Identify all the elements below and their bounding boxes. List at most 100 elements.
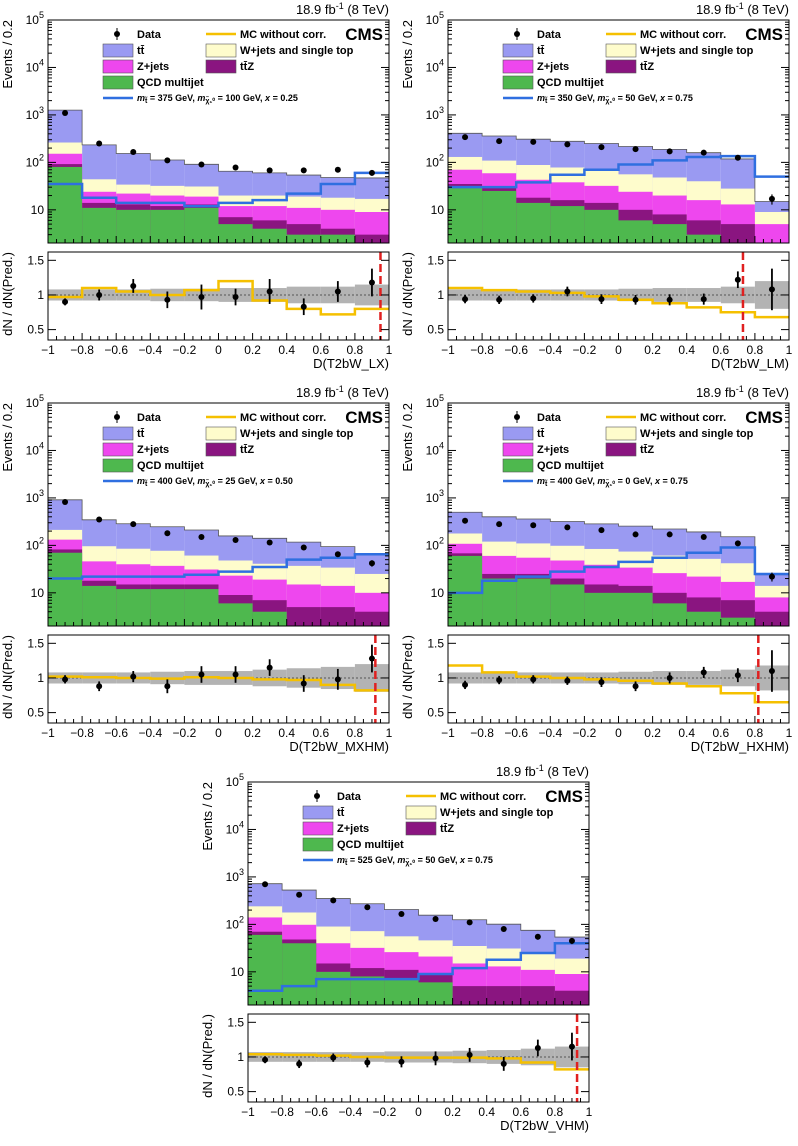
legend-ttz-swatch: [205, 59, 237, 74]
data-point: [330, 897, 337, 904]
y-tick-label: 103: [26, 105, 44, 122]
legend-qcd-swatch: [302, 837, 334, 852]
ratio-point: [62, 298, 69, 305]
data-point: [534, 933, 541, 940]
legend-wjets-swatch: [605, 426, 637, 441]
legend-ttz-label: tt̄Z: [240, 61, 254, 73]
ratio-point: [164, 683, 171, 690]
ratio-y-tick-label: 1: [37, 671, 44, 685]
legend-qcd-label: QCD multijet: [537, 77, 604, 89]
legend-qcd-label: QCD multijet: [137, 460, 204, 472]
x-tick-label: 0.2: [444, 1105, 461, 1119]
y-tick-label: 103: [226, 867, 244, 884]
data-point: [496, 521, 503, 528]
ratio-point: [262, 1056, 269, 1063]
ratio-point: [198, 294, 205, 301]
ratio-point: [368, 655, 375, 662]
legend-ttbar-label: tt̄: [137, 45, 145, 57]
y-tick-label: 10: [431, 586, 445, 600]
stack-bar-qcd: [516, 578, 551, 626]
stack-bar-qcd: [584, 592, 619, 626]
data-point: [96, 140, 103, 147]
x-tick-label: 1: [386, 343, 393, 357]
data-point: [96, 516, 103, 523]
x-axis-label: D(T2bW_MXHM): [289, 739, 389, 754]
nocorr-line: [48, 675, 389, 692]
legend-signal-label: mt̃ = 400 GeV, mχ̃₁⁰ = 25 GeV, x = 0.50: [137, 476, 293, 488]
total-outline: [447, 511, 789, 626]
stack-bar-ttz: [486, 986, 521, 1005]
ratio-y-axis-label: dN / dN(Pred.): [0, 252, 15, 336]
stack-bar-qcd: [652, 603, 687, 626]
data-point: [198, 534, 205, 541]
legend-qcd-label: QCD multijet: [337, 839, 404, 851]
x-tick-label: −0.4: [338, 1105, 362, 1119]
y-tick-label: 105: [426, 393, 444, 410]
ratio-point: [364, 1059, 371, 1066]
ratio-point: [496, 677, 503, 684]
y-tick-label: 103: [26, 488, 44, 505]
y-tick-label: 102: [26, 535, 44, 552]
total-outline: [247, 883, 589, 1005]
x-tick-label: 0.8: [747, 726, 764, 740]
y-tick-label: 102: [26, 152, 44, 169]
data-point: [530, 138, 537, 145]
ratio-y-tick-label: 1: [37, 288, 44, 302]
data-point: [632, 146, 639, 153]
ratio-y-tick-label: 0.5: [427, 323, 444, 337]
legend-zjets-label: Z+jets: [337, 823, 369, 835]
legend-wjets-label: W+jets and single top: [640, 45, 754, 57]
cms-label: CMS: [345, 25, 383, 44]
data-point: [666, 531, 673, 538]
legend-nocorr-label: MC without corr.: [240, 412, 326, 424]
stack-bar-qcd: [320, 234, 355, 243]
x-tick-label: 0.2: [244, 343, 261, 357]
legend-ttz-swatch: [605, 59, 637, 74]
ratio-point: [62, 676, 69, 683]
ratio-point: [334, 288, 341, 295]
ratio-y-tick-label: 0.5: [227, 1085, 244, 1099]
legend-qcd-label: QCD multijet: [137, 77, 204, 89]
data-point: [632, 531, 639, 538]
stack-bar-qcd: [516, 202, 551, 243]
legend-wjets-label: W+jets and single top: [440, 807, 554, 819]
x-tick-label: 1: [786, 726, 793, 740]
legend-signal-label: mt̃ = 375 GeV, mχ̃₁⁰ = 100 GeV, x = 0.25: [137, 93, 298, 105]
ratio-point: [130, 673, 137, 680]
x-tick-label: 0: [415, 1105, 422, 1119]
ratio-point: [666, 674, 673, 681]
stack-bar-ttz: [452, 986, 487, 1005]
uncertainty-band: [482, 289, 517, 301]
total-outline: [47, 109, 389, 243]
legend-data-label: Data: [537, 412, 562, 424]
legend-signal-label: mt̃ = 350 GeV, mχ̃₁⁰ = 50 GeV, x = 0.75: [537, 93, 693, 105]
ratio-point: [266, 288, 273, 295]
ratio-point: [700, 296, 707, 303]
x-tick-label: 0.6: [712, 726, 729, 740]
x-tick-label: −0.4: [138, 726, 162, 740]
data-point: [734, 154, 741, 161]
data-point: [598, 527, 605, 534]
ratio-y-tick-label: 1.5: [427, 636, 444, 650]
x-tick-label: 1: [786, 343, 793, 357]
data-point: [768, 573, 775, 580]
legend-ttz-label: tt̄Z: [640, 444, 654, 456]
stack-bar-qcd: [686, 234, 721, 243]
x-tick-label: −0.8: [70, 726, 94, 740]
ratio-point: [598, 679, 605, 686]
panel-lm: 18.9 fb-1 (8 TeV) 10 102 103 104 105 Events / …: [400, 0, 798, 380]
y-tick-label: 102: [226, 914, 244, 931]
ratio-point: [564, 677, 571, 684]
y-tick-label: 105: [26, 10, 44, 27]
ratio-point: [198, 671, 205, 678]
legend-ttz-label: tt̄Z: [240, 444, 254, 456]
y-tick-label: 104: [426, 440, 444, 457]
stack-bar-qcd: [82, 585, 117, 626]
panel-hxhm: 18.9 fb-1 (8 TeV) 10 102 103 104 105 Events / …: [400, 383, 798, 763]
data-point: [496, 138, 503, 145]
